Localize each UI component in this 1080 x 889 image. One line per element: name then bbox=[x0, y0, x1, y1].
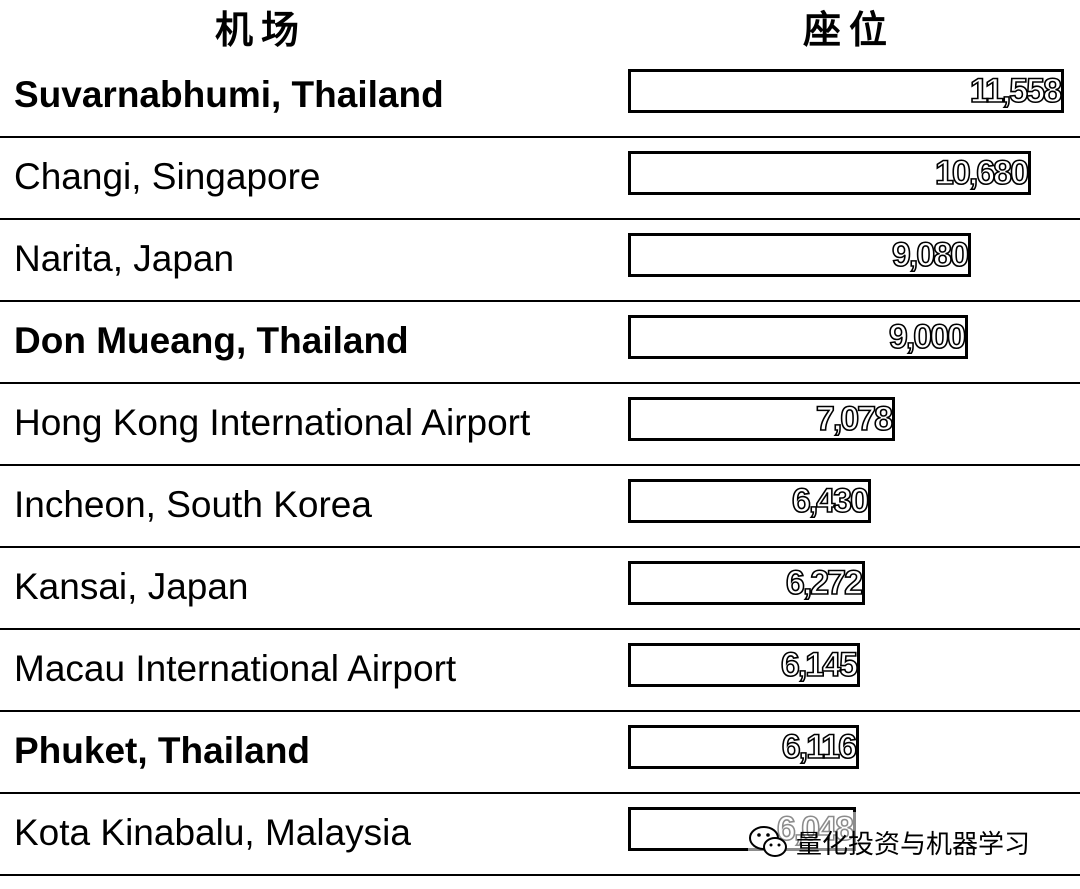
seat-bar bbox=[628, 643, 860, 687]
bar-track: 6,145 bbox=[628, 643, 1064, 687]
table-header: 机场 座位 bbox=[0, 0, 1080, 62]
bar-track: 10,680 bbox=[628, 151, 1064, 195]
airport-label: Suvarnabhumi, Thailand bbox=[14, 74, 444, 115]
airport-label: Don Mueang, Thailand bbox=[14, 320, 409, 361]
seat-bar bbox=[628, 397, 895, 441]
airport-label: Incheon, South Korea bbox=[14, 484, 372, 525]
table-row: Phuket, Thailand 6,116 bbox=[0, 712, 1080, 794]
table-row: Incheon, South Korea 6,430 bbox=[0, 466, 1080, 548]
bar-value-label: 9,080 bbox=[891, 235, 970, 275]
bar-track: 11,558 bbox=[628, 69, 1064, 113]
table-row: Macau International Airport 6,145 bbox=[0, 630, 1080, 712]
table-row: Kansai, Japan 6,272 bbox=[0, 548, 1080, 630]
seat-bar bbox=[628, 315, 968, 359]
table-row: Changi, Singapore 10,680 bbox=[0, 138, 1080, 220]
airport-label: Kota Kinabalu, Malaysia bbox=[14, 812, 411, 853]
bar-value-label: 11,558 bbox=[969, 71, 1063, 111]
airport-label: Narita, Japan bbox=[14, 238, 235, 279]
wechat-icon bbox=[748, 823, 790, 861]
airport-label: Hong Kong International Airport bbox=[14, 402, 531, 443]
bar-value-label: 6,430 bbox=[791, 481, 870, 521]
seat-bar bbox=[628, 561, 865, 605]
airport-label: Kansai, Japan bbox=[14, 566, 249, 607]
bar-value-label: 6,116 bbox=[781, 727, 858, 767]
seat-bar bbox=[628, 479, 871, 523]
bar-track: 6,116 bbox=[628, 725, 1064, 769]
seat-bar bbox=[628, 151, 1031, 195]
bar-value-label: 10,680 bbox=[934, 153, 1030, 193]
table-row: Suvarnabhumi, Thailand 11,558 bbox=[0, 56, 1080, 138]
airport-label: Phuket, Thailand bbox=[14, 730, 311, 771]
bar-track: 7,078 bbox=[628, 397, 1064, 441]
seat-bar bbox=[628, 725, 859, 769]
bar-track: 9,000 bbox=[628, 315, 1064, 359]
watermark-text: 量化投资与机器学习 bbox=[796, 829, 1031, 860]
airport-seat-chart: Suvarnabhumi, Thailand 11,558 Changi, Sing… bbox=[0, 56, 1080, 876]
bar-value-label: 6,145 bbox=[780, 645, 859, 685]
bar-value-label: 9,000 bbox=[888, 317, 967, 357]
bar-track: 6,272 bbox=[628, 561, 1064, 605]
bar-track: 9,080 bbox=[628, 233, 1064, 277]
bar-value-label: 7,078 bbox=[815, 399, 894, 439]
seat-bar bbox=[628, 69, 1064, 113]
table-row: Narita, Japan 9,080 bbox=[0, 220, 1080, 302]
table-row: Hong Kong International Airport 7,078 bbox=[0, 384, 1080, 466]
bar-value-label: 6,272 bbox=[785, 563, 864, 603]
watermark: 量化投资与机器学习 bbox=[748, 812, 1031, 872]
airport-column-header: 机场 bbox=[215, 8, 308, 52]
seats-column-header: 座位 bbox=[803, 8, 896, 52]
seat-bar bbox=[628, 233, 971, 277]
airport-label: Changi, Singapore bbox=[14, 156, 321, 197]
airport-label: Macau International Airport bbox=[14, 648, 457, 689]
table-row: Don Mueang, Thailand 9,000 bbox=[0, 302, 1080, 384]
bar-track: 6,430 bbox=[628, 479, 1064, 523]
